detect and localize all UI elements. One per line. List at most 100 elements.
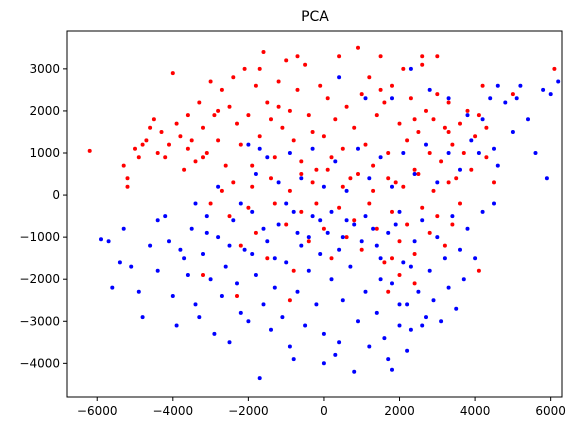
scatter-point	[344, 104, 349, 109]
scatter-point	[446, 180, 451, 185]
scatter-point	[174, 323, 179, 328]
scatter-point	[272, 155, 277, 160]
scatter-point	[227, 340, 232, 345]
scatter-point	[427, 87, 432, 92]
scatter-point	[337, 54, 342, 59]
scatter-point	[359, 92, 364, 97]
y-tick-label: −1000	[19, 230, 60, 244]
scatter-point	[393, 180, 398, 185]
scatter-point	[261, 50, 266, 54]
scatter-point	[416, 172, 421, 176]
scatter-point	[412, 281, 417, 286]
scatter-point	[216, 138, 221, 143]
scatter-point	[518, 83, 523, 88]
scatter-point	[465, 108, 470, 113]
scatter-point	[397, 273, 402, 277]
scatter-point	[291, 268, 296, 273]
scatter-point	[208, 201, 213, 206]
scatter-point	[382, 260, 387, 265]
scatter-point	[340, 146, 345, 151]
scatter-point	[299, 159, 304, 164]
scatter-point	[431, 188, 436, 193]
scatter-point	[476, 268, 481, 273]
scatter-point	[167, 239, 171, 244]
scatter-point	[212, 113, 217, 118]
scatter-point	[280, 125, 285, 130]
scatter-point	[238, 142, 243, 147]
scatter-point	[216, 235, 221, 240]
scatter-point	[442, 243, 447, 248]
scatter-point	[363, 289, 368, 294]
scatter-point	[424, 315, 428, 320]
scatter-point	[442, 125, 447, 130]
scatter-point	[374, 226, 379, 231]
scatter-point	[439, 319, 444, 324]
scatter-point	[344, 188, 349, 193]
scatter-point	[367, 201, 372, 206]
scatter-point	[284, 260, 289, 265]
scatter-point	[374, 243, 379, 248]
scatter-point	[189, 138, 194, 143]
scatter-point	[446, 285, 451, 290]
scatter-point	[382, 336, 387, 341]
scatter-point	[390, 96, 394, 101]
scatter-point	[321, 226, 326, 231]
scatter-point	[526, 117, 530, 122]
scatter-point	[212, 331, 217, 336]
scatter-point	[265, 239, 270, 244]
scatter-point	[382, 100, 387, 105]
scatter-point	[287, 108, 292, 113]
scatter-point	[348, 176, 353, 181]
scatter-point	[223, 163, 228, 168]
chart-title: PCA	[301, 9, 329, 25]
scatter-point	[412, 117, 417, 122]
scatter-point	[178, 134, 183, 139]
scatter-point	[197, 100, 202, 105]
scatter-point	[276, 79, 281, 84]
scatter-point	[420, 54, 425, 59]
scatter-point	[155, 268, 160, 273]
scatter-point	[412, 172, 417, 176]
scatter-point	[458, 201, 462, 206]
scatter-point	[110, 285, 115, 290]
scatter-point	[117, 260, 122, 265]
scatter-point	[299, 243, 304, 248]
scatter-point	[397, 239, 402, 244]
scatter-point	[295, 54, 300, 59]
scatter-point	[544, 176, 549, 181]
scatter-point	[310, 214, 315, 219]
scatter-point	[435, 235, 440, 240]
scatter-point	[371, 163, 376, 168]
scatter-point	[299, 209, 304, 214]
scatter-point	[359, 247, 364, 252]
scatter-point	[374, 113, 379, 118]
scatter-point	[250, 209, 255, 214]
scatter-point	[405, 138, 410, 143]
scatter-point	[272, 201, 277, 206]
scatter-point	[510, 92, 515, 97]
scatter-point	[480, 83, 485, 88]
scatter-point	[514, 96, 519, 101]
scatter-point	[314, 302, 319, 307]
scatter-point	[461, 151, 466, 155]
scatter-point	[306, 113, 311, 118]
scatter-point	[287, 188, 292, 193]
scatter-point	[99, 237, 103, 242]
scatter-point	[231, 75, 236, 80]
scatter-point	[465, 226, 470, 231]
x-tick-label: −6000	[77, 404, 118, 418]
scatter-point	[246, 113, 251, 118]
scatter-point	[352, 125, 357, 130]
scatter-point	[337, 247, 342, 252]
scatter-point	[465, 113, 470, 118]
scatter-point	[340, 235, 345, 240]
scatter-point	[416, 130, 421, 134]
scatter-point	[405, 302, 410, 307]
scatter-point	[492, 201, 496, 206]
scatter-point	[185, 113, 190, 118]
scatter-point	[337, 205, 342, 210]
scatter-point	[193, 302, 198, 307]
scatter-point	[253, 273, 258, 277]
scatter-point	[238, 243, 243, 248]
x-tick-label: −4000	[153, 404, 194, 418]
